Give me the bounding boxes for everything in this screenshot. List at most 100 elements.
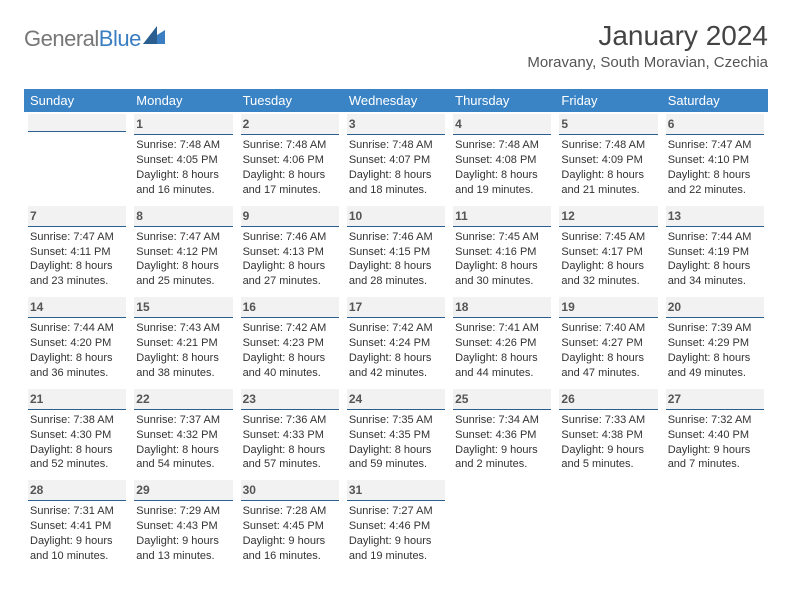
calendar-cell: 17 Sunrise: 7:42 AMSunset: 4:24 PMDayligh… <box>343 295 449 387</box>
calendar-cell: 13 Sunrise: 7:44 AMSunset: 4:19 PMDayligh… <box>662 204 768 296</box>
calendar-cell: 7 Sunrise: 7:47 AMSunset: 4:11 PMDaylight… <box>24 204 130 296</box>
day-details: Sunrise: 7:47 AMSunset: 4:10 PMDaylight:… <box>666 138 764 197</box>
day-number: 31 <box>347 480 445 501</box>
day-details: Sunrise: 7:47 AMSunset: 4:12 PMDaylight:… <box>134 230 232 289</box>
day-details: Sunrise: 7:39 AMSunset: 4:29 PMDaylight:… <box>666 321 764 380</box>
day-number: 11 <box>453 206 551 227</box>
day-number: 10 <box>347 206 445 227</box>
day-details: Sunrise: 7:47 AMSunset: 4:11 PMDaylight:… <box>28 230 126 289</box>
day-number: 12 <box>559 206 657 227</box>
day-number: 6 <box>666 114 764 135</box>
weekday-header: Saturday <box>662 89 768 112</box>
day-details: Sunrise: 7:45 AMSunset: 4:17 PMDaylight:… <box>559 230 657 289</box>
day-number: 16 <box>241 297 339 318</box>
day-number: 5 <box>559 114 657 135</box>
day-number: 26 <box>559 389 657 410</box>
day-details: Sunrise: 7:43 AMSunset: 4:21 PMDaylight:… <box>134 321 232 380</box>
calendar-cell: 9Sunrise: 7:46 AMSunset: 4:13 PMDaylight… <box>237 204 343 296</box>
day-details: Sunrise: 7:45 AMSunset: 4:16 PMDaylight:… <box>453 230 551 289</box>
day-details: Sunrise: 7:48 AMSunset: 4:06 PMDaylight:… <box>241 138 339 197</box>
day-number: 23 <box>241 389 339 410</box>
calendar-cell: 27Sunrise: 7:32 AMSunset: 4:40 PMDayligh… <box>662 387 768 479</box>
calendar-cell: 24Sunrise: 7:35 AMSunset: 4:35 PMDayligh… <box>343 387 449 479</box>
day-details: Sunrise: 7:40 AMSunset: 4:27 PMDaylight:… <box>559 321 657 380</box>
day-number: 27 <box>666 389 764 410</box>
calendar-cell <box>449 478 555 570</box>
calendar-cell: 19Sunrise: 7:40 AMSunset: 4:27 PMDayligh… <box>555 295 661 387</box>
day-details: Sunrise: 7:37 AMSunset: 4:32 PMDaylight:… <box>134 413 232 472</box>
day-details: Sunrise: 7:28 AMSunset: 4:45 PMDaylight:… <box>241 504 339 563</box>
day-details: Sunrise: 7:41 AMSunset: 4:26 PMDaylight:… <box>453 321 551 380</box>
calendar-row: 14Sunrise: 7:44 AMSunset: 4:20 PMDayligh… <box>24 295 768 387</box>
calendar-cell: 23 Sunrise: 7:36 AMSunset: 4:33 PMDayligh… <box>237 387 343 479</box>
calendar-cell: 8 Sunrise: 7:47 AMSunset: 4:12 PMDaylight… <box>130 204 236 296</box>
calendar-cell: 15 Sunrise: 7:43 AMSunset: 4:21 PMDayligh… <box>130 295 236 387</box>
calendar-cell: 6 Sunrise: 7:47 AMSunset: 4:10 PMDaylight… <box>662 112 768 204</box>
day-number: 7 <box>28 206 126 227</box>
calendar-body: 1Sunrise: 7:48 AMSunset: 4:05 PMDaylight… <box>24 112 768 570</box>
day-details: Sunrise: 7:36 AMSunset: 4:33 PMDaylight:… <box>241 413 339 472</box>
calendar-cell: 26 Sunrise: 7:33 AMSunset: 4:38 PMDayligh… <box>555 387 661 479</box>
weekday-header: Sunday <box>24 89 130 112</box>
calendar-cell: 11 Sunrise: 7:45 AMSunset: 4:16 PMDayligh… <box>449 204 555 296</box>
day-number: 20 <box>666 297 764 318</box>
day-details: Sunrise: 7:38 AMSunset: 4:30 PMDaylight:… <box>28 413 126 472</box>
logo: GeneralBlue <box>24 26 165 52</box>
day-details: Sunrise: 7:48 AMSunset: 4:05 PMDaylight:… <box>134 138 232 197</box>
day-number: 8 <box>134 206 232 227</box>
calendar-row: 21 Sunrise: 7:38 AMSunset: 4:30 PMDayligh… <box>24 387 768 479</box>
calendar-cell: 20 Sunrise: 7:39 AMSunset: 4:29 PMDayligh… <box>662 295 768 387</box>
day-details: Sunrise: 7:46 AMSunset: 4:13 PMDaylight:… <box>241 230 339 289</box>
calendar-cell: 30 Sunrise: 7:28 AMSunset: 4:45 PMDayligh… <box>237 478 343 570</box>
weekday-header: Monday <box>130 89 236 112</box>
weekday-header: Friday <box>555 89 661 112</box>
day-details: Sunrise: 7:42 AMSunset: 4:23 PMDaylight:… <box>241 321 339 380</box>
calendar-row: 28 Sunrise: 7:31 AMSunset: 4:41 PMDayligh… <box>24 478 768 570</box>
day-details: Sunrise: 7:42 AMSunset: 4:24 PMDaylight:… <box>347 321 445 380</box>
day-number: 30 <box>241 480 339 501</box>
day-number: 15 <box>134 297 232 318</box>
calendar-cell: 16 Sunrise: 7:42 AMSunset: 4:23 PMDayligh… <box>237 295 343 387</box>
day-number: 28 <box>28 480 126 501</box>
day-details: Sunrise: 7:33 AMSunset: 4:38 PMDaylight:… <box>559 413 657 472</box>
location: Moravany, South Moravian, Czechia <box>527 54 768 71</box>
calendar-cell <box>24 112 130 204</box>
day-number: 21 <box>28 389 126 410</box>
calendar-cell: 10Sunrise: 7:46 AMSunset: 4:15 PMDayligh… <box>343 204 449 296</box>
day-number: 18 <box>453 297 551 318</box>
day-details: Sunrise: 7:44 AMSunset: 4:20 PMDaylight:… <box>28 321 126 380</box>
calendar-cell: 4 Sunrise: 7:48 AMSunset: 4:08 PMDaylight… <box>449 112 555 204</box>
calendar-cell: 31Sunrise: 7:27 AMSunset: 4:46 PMDayligh… <box>343 478 449 570</box>
day-details: Sunrise: 7:29 AMSunset: 4:43 PMDaylight:… <box>134 504 232 563</box>
title-block: January 2024 Moravany, South Moravian, C… <box>527 20 768 71</box>
calendar-cell: 28 Sunrise: 7:31 AMSunset: 4:41 PMDayligh… <box>24 478 130 570</box>
calendar-row: 7 Sunrise: 7:47 AMSunset: 4:11 PMDaylight… <box>24 204 768 296</box>
day-number: 17 <box>347 297 445 318</box>
day-details: Sunrise: 7:34 AMSunset: 4:36 PMDaylight:… <box>453 413 551 472</box>
day-details: Sunrise: 7:31 AMSunset: 4:41 PMDaylight:… <box>28 504 126 563</box>
logo-text-blue: Blue <box>99 26 141 52</box>
day-details: Sunrise: 7:48 AMSunset: 4:09 PMDaylight:… <box>559 138 657 197</box>
calendar-table: SundayMondayTuesdayWednesdayThursdayFrid… <box>24 89 768 570</box>
day-details: Sunrise: 7:48 AMSunset: 4:08 PMDaylight:… <box>453 138 551 197</box>
calendar-cell: 5 Sunrise: 7:48 AMSunset: 4:09 PMDaylight… <box>555 112 661 204</box>
day-details: Sunrise: 7:44 AMSunset: 4:19 PMDaylight:… <box>666 230 764 289</box>
calendar-cell: 21 Sunrise: 7:38 AMSunset: 4:30 PMDayligh… <box>24 387 130 479</box>
day-number: 13 <box>666 206 764 227</box>
calendar-cell: 29 Sunrise: 7:29 AMSunset: 4:43 PMDayligh… <box>130 478 236 570</box>
day-number: 4 <box>453 114 551 135</box>
logo-mark-icon <box>143 24 165 50</box>
day-number: 29 <box>134 480 232 501</box>
calendar-cell <box>662 478 768 570</box>
day-number: 3 <box>347 114 445 135</box>
calendar-cell: 12 Sunrise: 7:45 AMSunset: 4:17 PMDayligh… <box>555 204 661 296</box>
weekday-header: Tuesday <box>237 89 343 112</box>
calendar-cell: 25Sunrise: 7:34 AMSunset: 4:36 PMDayligh… <box>449 387 555 479</box>
calendar-cell: 18 Sunrise: 7:41 AMSunset: 4:26 PMDayligh… <box>449 295 555 387</box>
calendar-cell <box>555 478 661 570</box>
weekday-header: Thursday <box>449 89 555 112</box>
calendar-cell: 14Sunrise: 7:44 AMSunset: 4:20 PMDayligh… <box>24 295 130 387</box>
calendar-cell: 1Sunrise: 7:48 AMSunset: 4:05 PMDaylight… <box>130 112 236 204</box>
calendar-row: 1Sunrise: 7:48 AMSunset: 4:05 PMDaylight… <box>24 112 768 204</box>
day-details: Sunrise: 7:48 AMSunset: 4:07 PMDaylight:… <box>347 138 445 197</box>
